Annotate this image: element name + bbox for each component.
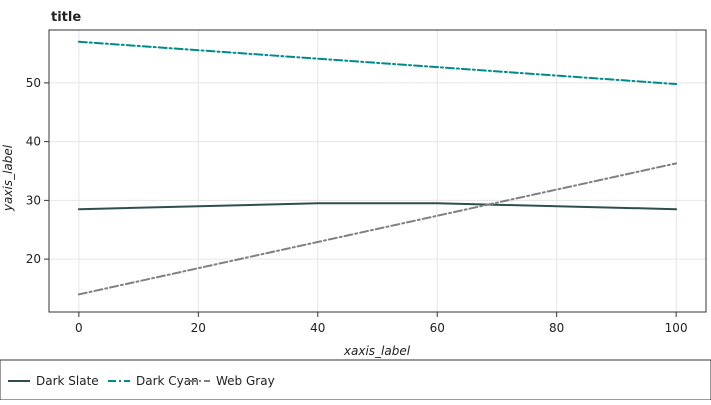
grid-lines bbox=[49, 30, 706, 312]
x-axis-label: xaxis_label bbox=[343, 344, 411, 358]
x-tick-label: 40 bbox=[310, 321, 325, 335]
series-line-web-gray bbox=[77, 162, 678, 296]
x-tick-label: 60 bbox=[430, 321, 445, 335]
y-tick-label: 20 bbox=[26, 252, 41, 266]
legend-label: Dark Slate bbox=[36, 374, 99, 388]
legend: Dark Slate Dark Cyan Web Gray bbox=[0, 359, 711, 401]
y-tick-label: 40 bbox=[26, 135, 41, 149]
legend-item-dark-slate: Dark Slate bbox=[8, 374, 99, 388]
legend-label: Web Gray bbox=[216, 374, 275, 388]
legend-label: Dark Cyan bbox=[136, 374, 199, 388]
chart-title: title bbox=[51, 10, 81, 25]
x-tick-label: 20 bbox=[191, 321, 206, 335]
axis-ticks: 0 20 40 60 80 100 20 30 40 50 bbox=[26, 76, 688, 335]
series-lines bbox=[77, 40, 678, 296]
legend-box bbox=[0, 359, 711, 401]
series-line-dark-cyan bbox=[77, 40, 678, 86]
x-tick-label: 0 bbox=[75, 321, 83, 335]
y-tick-label: 50 bbox=[26, 76, 41, 90]
legend-item-web-gray: Web Gray bbox=[188, 374, 275, 388]
x-tick-label: 80 bbox=[549, 321, 564, 335]
series-line-dark-slate bbox=[77, 202, 678, 211]
plot-area-frame bbox=[48, 29, 707, 313]
y-axis-label: yaxis_label bbox=[1, 144, 15, 212]
legend-item-dark-cyan: Dark Cyan bbox=[108, 374, 199, 388]
y-tick-label: 30 bbox=[26, 193, 41, 207]
x-tick-label: 100 bbox=[665, 321, 688, 335]
